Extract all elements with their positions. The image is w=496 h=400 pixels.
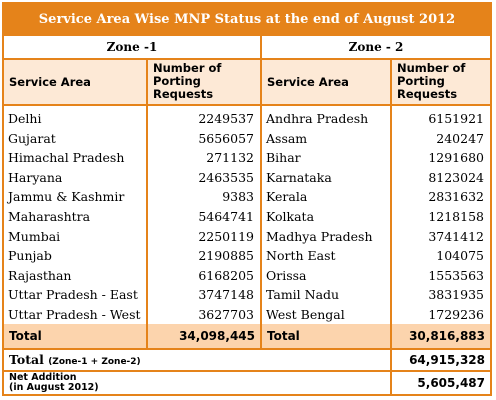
porting-requests-value: 8123024 xyxy=(428,169,484,185)
table-row: Uttar Pradesh - East 3747148 xyxy=(4,285,260,305)
table-row: Orissa 1553563 xyxy=(262,266,490,286)
porting-requests-value: 1291680 xyxy=(428,150,484,166)
table-row: Kerala 2831632 xyxy=(262,187,490,207)
service-area-name: Himachal Pradesh xyxy=(8,150,125,166)
net-addition-sublabel: (in August 2012) xyxy=(9,382,99,393)
zone-1-body: Delhi 2249537 Gujarat 5656057 Himachal Prade… xyxy=(4,106,260,324)
service-area-name: Delhi xyxy=(8,111,42,126)
table-row: Maharashtra 5464741 xyxy=(4,207,260,227)
service-area-name: Uttar Pradesh - East xyxy=(8,287,138,303)
zone-2-body: Andhra Pradesh 6151921 Assam 240247 Bihar 129… xyxy=(262,106,490,324)
service-area-name: Madhya Pradesh xyxy=(266,228,373,244)
table-row: Rajasthan 6168205 xyxy=(4,266,260,286)
table-row: Jammu & Kashmir 9383 xyxy=(4,187,260,207)
service-area-name: Tamil Nadu xyxy=(266,287,340,303)
service-area-name: Karnataka xyxy=(266,169,332,185)
service-area-name: Assam xyxy=(266,130,308,146)
porting-requests-value: 2250119 xyxy=(198,228,254,244)
total-row xyxy=(4,324,490,348)
table-row: North East 104075 xyxy=(262,246,490,266)
service-area-name: Punjab xyxy=(8,248,52,264)
table-row: Uttar Pradesh - West 3627703 xyxy=(4,305,260,325)
table-row: Assam 240247 xyxy=(262,129,490,149)
service-area-name: Mumbai xyxy=(8,228,61,244)
porting-requests-value: 271132 xyxy=(206,150,254,166)
porting-requests-value: 1218158 xyxy=(428,209,484,224)
table-row: Karnataka 8123024 xyxy=(262,168,490,188)
grand-total-value: 64,915,328 xyxy=(409,353,485,367)
porting-requests-value: 3831935 xyxy=(428,287,484,303)
table-title: Service Area Wise MNP Status at the end … xyxy=(4,4,490,34)
divider xyxy=(146,58,148,348)
service-area-name: Haryana xyxy=(8,169,63,185)
zone-1-col-porting-requests: Number of Porting Requests xyxy=(148,60,260,104)
grand-total-row: Total (Zone-1 + Zone-2) 64,915,328 xyxy=(4,350,490,370)
net-addition-row: Net Addition (in August 2012) 5,605,487 xyxy=(4,372,490,394)
service-area-name: West Bengal xyxy=(266,307,345,322)
divider xyxy=(4,58,490,60)
porting-requests-value: 2190885 xyxy=(198,248,254,264)
porting-requests-value: 6168205 xyxy=(198,267,254,283)
grand-total-sublabel: (Zone-1 + Zone-2) xyxy=(48,357,141,367)
service-area-name: Rajasthan xyxy=(8,267,72,283)
porting-requests-value: 3741412 xyxy=(428,228,484,244)
service-area-name: Maharashtra xyxy=(8,209,91,224)
porting-requests-value: 240247 xyxy=(436,130,484,146)
table-row: Kolkata 1218158 xyxy=(262,207,490,227)
table-row: Tamil Nadu 3831935 xyxy=(262,285,490,305)
porting-requests-value: 1553563 xyxy=(428,267,484,283)
porting-requests-value: 2249537 xyxy=(198,111,254,126)
net-addition-value: 5,605,487 xyxy=(417,376,485,390)
divider xyxy=(390,58,392,348)
porting-requests-value: 3627703 xyxy=(198,307,254,322)
porting-requests-value: 5656057 xyxy=(198,130,254,146)
divider xyxy=(4,348,490,350)
porting-requests-value: 6151921 xyxy=(428,111,484,126)
table-row: Himachal Pradesh 271132 xyxy=(4,148,260,168)
porting-requests-value: 1729236 xyxy=(428,307,484,322)
zone-2-header: Zone - 2 xyxy=(262,36,490,58)
porting-requests-value: 2831632 xyxy=(428,189,484,205)
zone-1-total-label: Total xyxy=(9,329,42,343)
mnp-status-table: Service Area Wise MNP Status at the end … xyxy=(2,2,492,396)
zone-1-col-service-area: Service Area xyxy=(4,60,146,104)
porting-requests-value: 3747148 xyxy=(198,287,254,303)
divider xyxy=(260,34,262,348)
service-area-name: Kolkata xyxy=(266,209,315,224)
zone-2-total-label: Total xyxy=(267,329,300,343)
table-row: Bihar 1291680 xyxy=(262,148,490,168)
table-row: West Bengal 1729236 xyxy=(262,305,490,325)
service-area-name: North East xyxy=(266,248,336,264)
zone-2-col-service-area: Service Area xyxy=(262,60,390,104)
table-row: Andhra Pradesh 6151921 xyxy=(262,109,490,129)
service-area-name: Andhra Pradesh xyxy=(266,111,369,126)
service-area-name: Orissa xyxy=(266,267,307,283)
table-row: Mumbai 2250119 xyxy=(4,227,260,247)
table-row: Gujarat 5656057 xyxy=(4,129,260,149)
divider xyxy=(4,370,490,372)
divider xyxy=(4,34,490,36)
porting-requests-value: 9383 xyxy=(222,189,254,205)
porting-requests-value: 5464741 xyxy=(198,209,254,224)
service-area-name: Uttar Pradesh - West xyxy=(8,307,141,322)
porting-requests-value: 104075 xyxy=(436,248,484,264)
service-area-name: Gujarat xyxy=(8,130,56,146)
net-addition-label: Net Addition xyxy=(9,372,77,383)
zone-1-header: Zone -1 xyxy=(4,36,260,58)
zone-1-total-value: 34,098,445 xyxy=(179,329,255,343)
divider xyxy=(4,104,490,106)
table-row: Delhi 2249537 xyxy=(4,109,260,129)
grand-total-label: Total xyxy=(9,352,44,367)
table-row: Madhya Pradesh 3741412 xyxy=(262,227,490,247)
zone-2-col-porting-requests: Number of Porting Requests xyxy=(392,60,490,104)
table-row: Haryana 2463535 xyxy=(4,168,260,188)
porting-requests-value: 2463535 xyxy=(198,169,254,185)
service-area-name: Jammu & Kashmir xyxy=(8,189,125,205)
service-area-name: Kerala xyxy=(266,189,308,205)
divider xyxy=(390,348,392,394)
zone-2-total-value: 30,816,883 xyxy=(409,329,485,343)
table-row: Punjab 2190885 xyxy=(4,246,260,266)
service-area-name: Bihar xyxy=(266,150,301,166)
